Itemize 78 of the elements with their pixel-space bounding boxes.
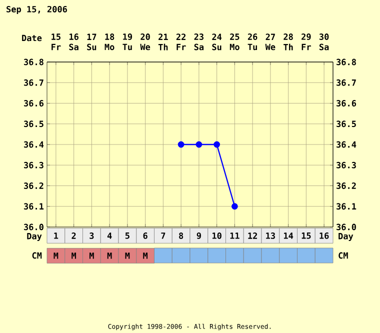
x-tick-label: 15 <box>302 232 311 239</box>
text: Sa <box>319 44 329 50</box>
x2-tick-label: 24 <box>212 34 222 40</box>
y2-tick-label: 36.6 <box>336 100 356 106</box>
y2-tick-label: 36.5 <box>336 120 356 128</box>
x-tick-label: 10 <box>212 232 222 239</box>
text: Sa <box>69 44 78 50</box>
y2-tick-label: 36.0 <box>336 224 356 230</box>
text: Tu <box>122 44 132 50</box>
x-axis-title: Day <box>27 233 42 241</box>
y2-tick-label: 36.1 <box>336 203 356 210</box>
text: M <box>125 252 130 259</box>
x2-tick-label: 30 <box>319 34 329 40</box>
text: Su <box>87 44 96 50</box>
y-tick-label: 36.6 <box>24 100 44 106</box>
y-tick-label: 36.5 <box>24 120 44 128</box>
y-tick-label: 36.3 <box>24 162 44 168</box>
text: Su <box>212 44 222 50</box>
text: Fr <box>176 44 186 50</box>
x2-tick-label: 21 <box>158 34 168 40</box>
y-tick-label: 36.7 <box>24 79 44 86</box>
x2-tick-label: 23 <box>194 34 204 40</box>
x2-tick-label: 27 <box>266 34 275 40</box>
y-tick-label: 36.1 <box>24 203 44 210</box>
text: CM <box>32 252 42 259</box>
x2-tick-label: 26 <box>248 34 258 40</box>
x-tick-label: 16 <box>320 232 329 239</box>
text: Sa <box>194 44 204 50</box>
x2-tick-label: 29 <box>302 33 311 40</box>
x-tick-label: 12 <box>248 232 257 239</box>
y2-tick-label: 36.4 <box>336 141 356 148</box>
text: We <box>265 44 276 50</box>
x-tick-label: 1 <box>54 232 58 239</box>
y-tick-label: 36.0 <box>24 224 44 230</box>
x-tick-label: 9 <box>196 232 201 239</box>
x-tick-label: 2 <box>72 232 76 239</box>
text: M <box>54 252 58 259</box>
y-tick-label: 36.4 <box>24 141 44 148</box>
y-tick-label: 36.8 <box>24 58 44 66</box>
x-tick-label: 3 <box>90 232 94 239</box>
x-tick-label: 11 <box>230 232 240 239</box>
x-tick-label: 8 <box>179 232 184 239</box>
x-tick-label: 5 <box>125 232 130 239</box>
x2-tick-label: 20 <box>140 34 150 40</box>
text: CM <box>338 252 348 259</box>
x-tick-label: 13 <box>266 232 275 239</box>
x2-tick-label: 25 <box>230 34 240 40</box>
text: Day <box>338 233 354 241</box>
x2-tick-label: 28 <box>284 34 293 40</box>
x-tick-label: 7 <box>161 232 166 239</box>
x2-tick-label: 16 <box>69 34 78 40</box>
x-tick-label: 14 <box>284 232 294 239</box>
text: M <box>89 252 94 259</box>
x2-tick-label: 18 <box>105 34 114 40</box>
y2-tick-label: 36.7 <box>336 79 356 86</box>
text: M <box>107 252 112 259</box>
text: M <box>143 252 148 259</box>
x2-axis-title: Date <box>22 34 42 42</box>
text: Mo <box>230 44 240 50</box>
x2-tick-label: 19 <box>123 34 132 40</box>
y-tick-label: 36.2 <box>24 182 44 189</box>
text: We <box>140 44 150 50</box>
x2-tick-label: 15 <box>52 34 60 40</box>
x2-tick-label: 17 <box>87 34 96 40</box>
x-tick-label: 4 <box>107 232 112 239</box>
y2-tick-label: 36.2 <box>336 182 356 189</box>
y2-tick-label: 36.8 <box>336 58 356 66</box>
text: M <box>72 252 76 259</box>
text: Mo <box>104 44 114 50</box>
text: Th <box>158 44 168 50</box>
x-tick-label: 6 <box>143 232 148 239</box>
text: Fr <box>52 44 61 50</box>
chart-title: Sep 15, 2006 <box>6 6 67 14</box>
text: Th <box>284 44 293 50</box>
text: Fr <box>302 44 311 50</box>
x2-tick-label: 22 <box>176 34 186 40</box>
text: Tu <box>248 44 257 50</box>
y2-tick-label: 36.3 <box>336 162 356 168</box>
